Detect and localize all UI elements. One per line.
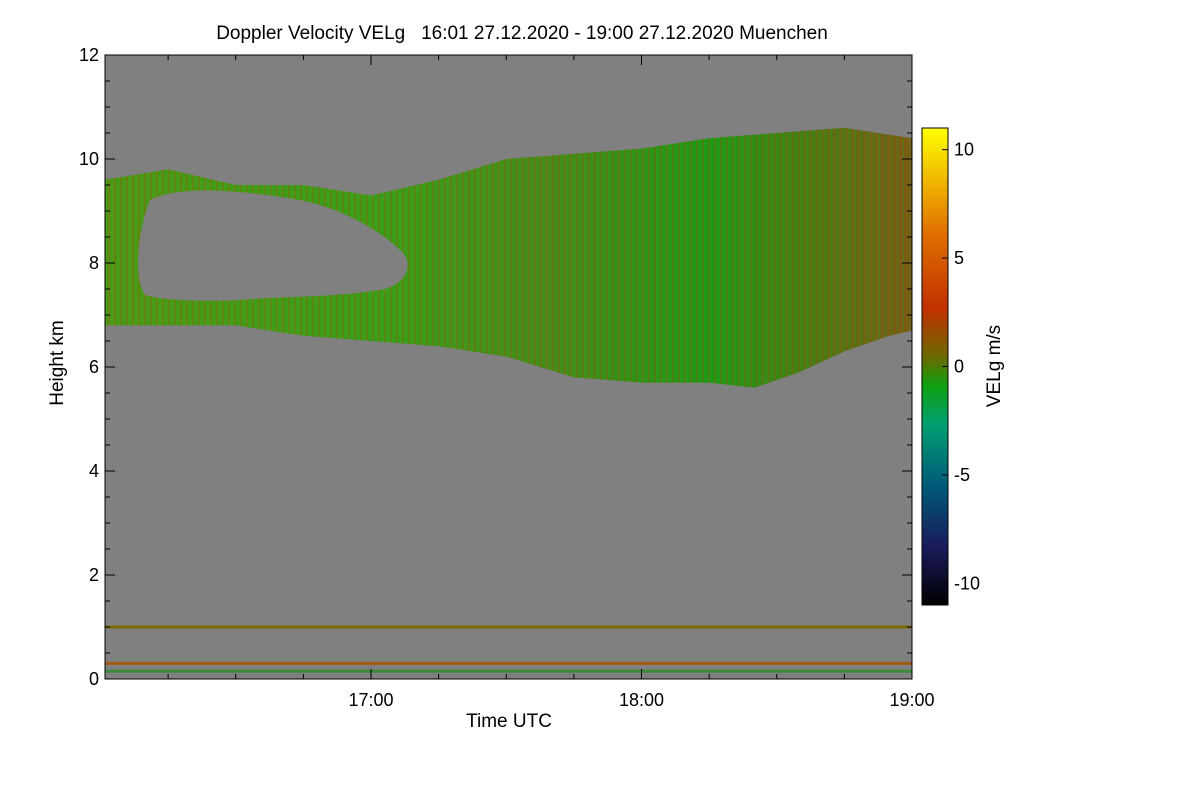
y-tick-label: 10 xyxy=(79,149,99,169)
x-tick-label: 19:00 xyxy=(889,690,934,710)
cloud-echo-streaks xyxy=(105,127,912,388)
plot-area xyxy=(105,55,912,679)
colorbar-tick-label: -10 xyxy=(954,573,980,593)
x-tick-label: 18:00 xyxy=(619,690,664,710)
clutter-line xyxy=(105,661,912,665)
y-tick-label: 6 xyxy=(89,357,99,377)
x-axis: 17:00 18:00 19:00 xyxy=(167,55,935,710)
y-tick-label: 8 xyxy=(89,253,99,273)
colorbar-tick-label: 0 xyxy=(954,357,964,377)
chart-title: Doppler Velocity VELg 16:01 27.12.2020 -… xyxy=(216,23,828,44)
clutter-line xyxy=(105,669,912,673)
colorbar-ticks: 10 5 0 -5 -10 xyxy=(942,140,980,593)
cloud-gap xyxy=(138,190,408,301)
y-tick-label: 4 xyxy=(89,461,99,481)
y-tick-label: 12 xyxy=(79,45,99,65)
x-axis-label: Time UTC xyxy=(466,711,552,732)
y-tick-label: 2 xyxy=(89,565,99,585)
colorbar-tick-label: 5 xyxy=(954,248,964,268)
colorbar-label: VELg m/s xyxy=(984,325,1005,407)
y-axis: 0 2 4 6 8 10 12 xyxy=(79,45,912,689)
y-axis-label: Height km xyxy=(47,320,68,406)
ground-clutter xyxy=(105,625,912,673)
clutter-line xyxy=(105,625,912,629)
colorbar-tick-label: -5 xyxy=(954,465,970,485)
colorbar-tick-label: 10 xyxy=(954,140,974,160)
x-tick-label: 17:00 xyxy=(348,690,393,710)
y-tick-label: 0 xyxy=(89,669,99,689)
